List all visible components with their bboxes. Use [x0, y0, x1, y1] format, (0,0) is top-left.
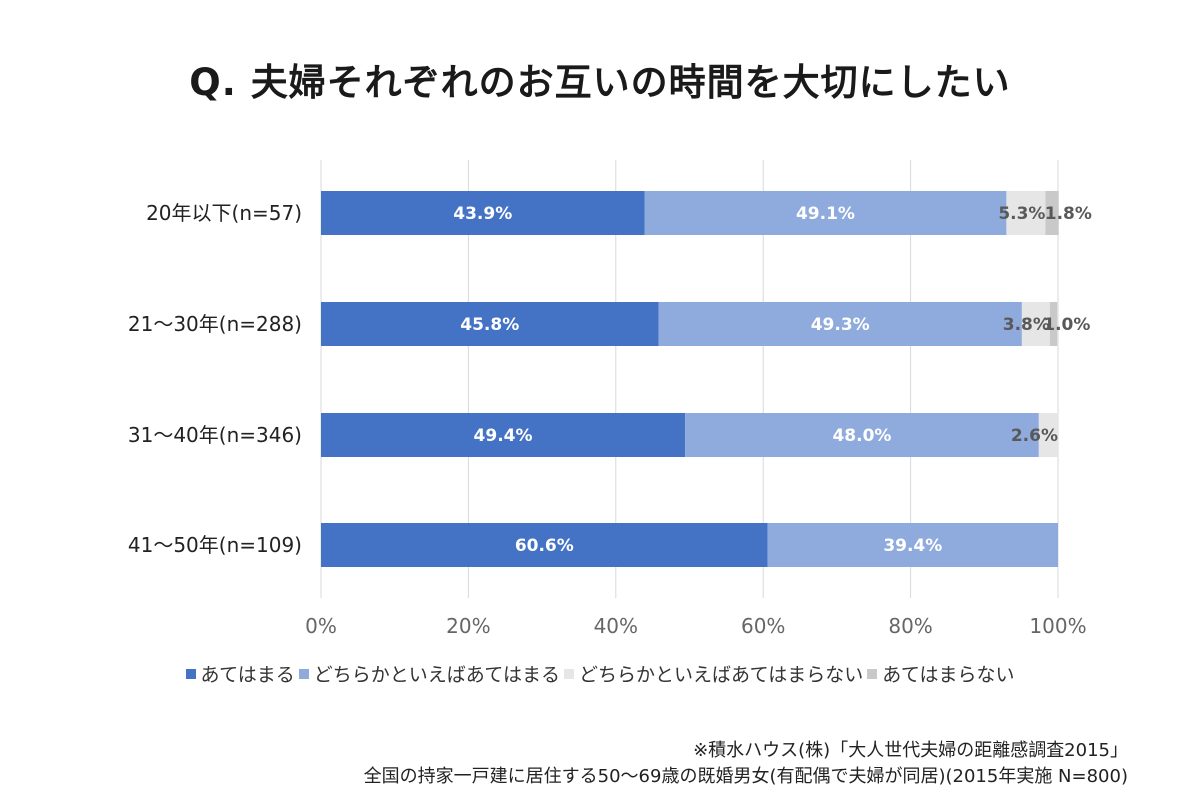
- legend-label: あてはまらない: [882, 664, 1015, 686]
- bar-segment: [685, 413, 1039, 457]
- bar-segment: [1045, 191, 1059, 235]
- legend-item: どちらかといえばあてはまらない: [564, 660, 863, 687]
- legend-label: あてはまる: [200, 664, 295, 686]
- source-note: ※積水ハウス(株)「大人世代夫婦の距離感調査2015」: [693, 740, 1128, 761]
- value-label: 2.6%: [1011, 426, 1058, 446]
- value-label: 49.4%: [474, 426, 533, 446]
- bar-segment: [1038, 413, 1058, 457]
- value-label: 1.0%: [1043, 315, 1090, 335]
- value-label: 45.8%: [460, 315, 519, 335]
- legend-swatch: [564, 668, 574, 679]
- legend-item: どちらかといえばあてはまる: [298, 660, 560, 687]
- stacked-bar-chart: 43.9% 49.1% 5.3% 1.8% 45.8% 49.3% 3.8%1.0% 49.4…: [128, 160, 1092, 638]
- legend: あてはまる どちらかといえばあてはまる どちらかといえばあてはまらない あてはまらない: [0, 660, 1200, 687]
- x-tick-label: 0%: [305, 614, 337, 638]
- x-tick-label: 100%: [1029, 614, 1086, 638]
- value-label: 43.9%: [453, 204, 512, 224]
- legend-item: あてはまる: [185, 660, 295, 687]
- bar-segment: [321, 191, 645, 235]
- value-label: 3.8%: [1003, 315, 1050, 335]
- value-label: 5.3%: [998, 204, 1045, 224]
- value-label: 48.0%: [832, 426, 891, 446]
- value-label: 60.6%: [515, 536, 574, 556]
- value-label: 39.4%: [883, 536, 942, 556]
- legend-label: どちらかといえばあてはまらない: [579, 664, 864, 686]
- bar-segment: [321, 413, 686, 457]
- bar-segment: [644, 191, 1007, 235]
- x-tick-label: 80%: [888, 614, 932, 638]
- legend-item: あてはまらない: [867, 660, 1015, 687]
- x-tick-label: 20%: [446, 614, 490, 638]
- survey-note: 全国の持家一戸建に居住する50〜69歳の既婚男女(有配偶で夫婦が同居)(2015…: [363, 766, 1128, 787]
- bar-segment: [1006, 191, 1046, 235]
- x-tick-label: 40%: [594, 614, 638, 638]
- category-label: 21〜30年(n=288): [128, 312, 302, 336]
- bar-segment: [321, 523, 768, 567]
- x-axis-tick-labels: 0% 20% 40% 60% 80% 100%: [305, 614, 1086, 638]
- legend-swatch: [867, 668, 878, 679]
- chart-title: Q. 夫婦それぞれのお互いの時間を大切にしたい: [189, 61, 1011, 104]
- x-tick-label: 60%: [741, 614, 785, 638]
- bar-segment: [767, 523, 1058, 567]
- value-label: 49.3%: [811, 315, 870, 335]
- category-label: 31〜40年(n=346): [128, 423, 302, 447]
- value-label: 1.8%: [1045, 204, 1092, 224]
- bar-segment: [1049, 302, 1058, 346]
- bars: [321, 191, 1059, 567]
- category-label: 41〜50年(n=109): [128, 533, 302, 557]
- category-label: 20年以下(n=57): [146, 201, 302, 225]
- bar-segment: [321, 302, 659, 346]
- value-labels: 43.9% 49.1% 5.3% 1.8% 45.8% 49.3% 3.8%1.0% 49.4…: [453, 204, 1092, 556]
- legend-swatch: [298, 668, 309, 679]
- legend-label: どちらかといえばあてはまる: [313, 664, 560, 686]
- category-labels: 20年以下(n=57) 21〜30年(n=288) 31〜40年(n=346) 41〜…: [128, 201, 302, 557]
- legend-swatch: [185, 668, 196, 679]
- bar-segment: [658, 302, 1022, 346]
- bar-segment: [1021, 302, 1050, 346]
- value-label: 49.1%: [796, 204, 855, 224]
